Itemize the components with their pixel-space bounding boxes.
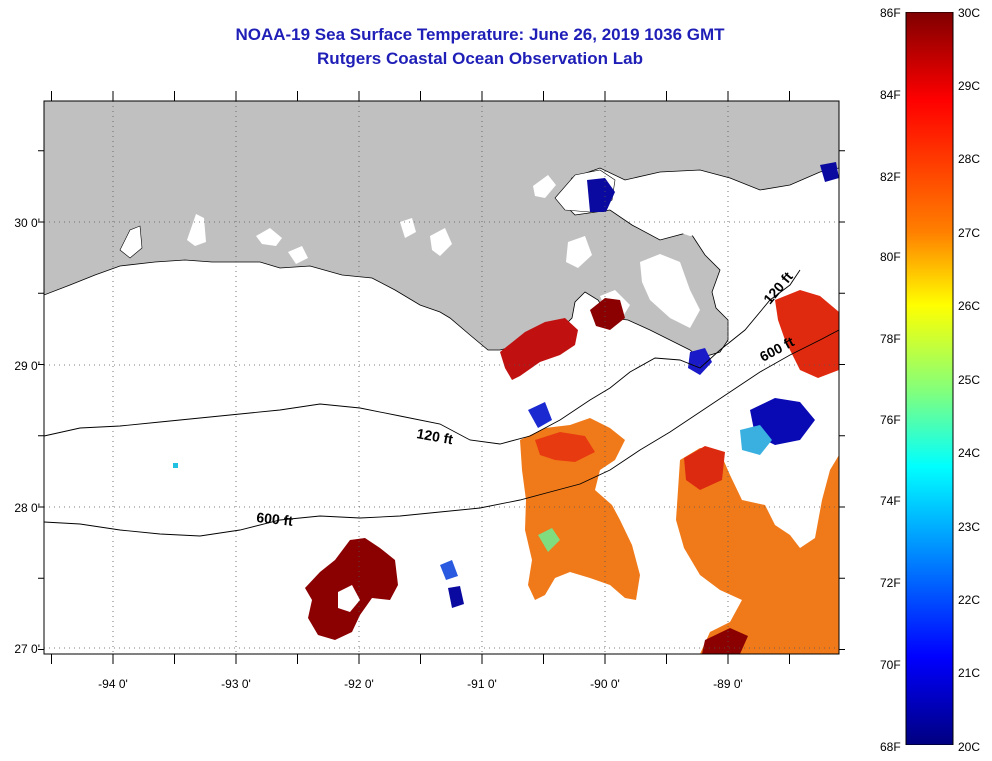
lon-tick-label: -94 0' [98, 677, 128, 691]
lake-white [400, 218, 416, 238]
contour-lines [43, 269, 840, 537]
sst-patch-cold [820, 162, 839, 182]
lat-tick-label: 29 0' [14, 359, 40, 373]
colorbar-c-label: 21C [958, 666, 981, 680]
colorbar-c-label: 22C [958, 593, 981, 607]
color-scale [905, 11, 955, 746]
lake-white [620, 176, 740, 236]
sst-patch-cold [448, 586, 464, 608]
colorbar-c-label: 27C [958, 226, 981, 240]
lake-white [533, 175, 556, 198]
sst-patch-hot [590, 298, 625, 330]
colorbar-f-label: 72F [880, 576, 901, 590]
axis-ticks [38, 91, 845, 664]
sst-patch-red [684, 446, 725, 490]
color-scale-bar [905, 11, 954, 746]
colorbar-c-label: 23C [958, 520, 981, 534]
lake-white [187, 214, 206, 246]
contour-600ft [43, 329, 840, 537]
sst-patch-red [535, 432, 595, 462]
sst-patch-cold [688, 348, 712, 375]
sst-patch-cold [440, 560, 458, 580]
lake-white [288, 246, 308, 264]
lat-tick-label: 28 0' [14, 501, 40, 515]
map-title: NOAA-19 Sea Surface Temperature: June 26… [235, 25, 725, 44]
colorbar-f-label: 84F [880, 88, 901, 102]
sst-patch-red [775, 290, 839, 378]
colorbar-c-label: 24C [958, 446, 981, 460]
colorbar-f-label: 78F [880, 332, 901, 346]
colorbar-c-label: 29C [958, 79, 981, 93]
sst-patch-cyan [538, 528, 560, 552]
colorbar-c-label: 25C [958, 373, 981, 387]
colorbar-f-label: 86F [880, 6, 901, 20]
sst-patch-cyan [740, 425, 772, 455]
contour-120ft [43, 269, 801, 445]
lat-tick-label: 27 0' [14, 642, 40, 656]
sst-patch-orange [520, 418, 640, 600]
sst-map: 120 ft 600 ft 120 ft 600 ft -94 0' -93 0… [14, 91, 845, 691]
sst-dot-cyan [173, 463, 178, 468]
lake-white [119, 225, 143, 259]
lon-tick-label: -90 0' [590, 677, 620, 691]
lake-white [256, 228, 282, 246]
sst-patch-hot [702, 628, 748, 654]
land-mass [44, 101, 839, 359]
contour-label-120ft: 120 ft [415, 425, 454, 447]
grid-lines [44, 101, 839, 654]
lon-tick-label: -92 0' [344, 677, 374, 691]
lat-tick-label: 30 0' [14, 216, 40, 230]
lake-white [725, 198, 839, 300]
latitude-axis: 30 0' 29 0' 28 0' 27 0' [14, 216, 40, 656]
lake-white [430, 228, 452, 256]
lake-white [566, 236, 592, 268]
colorbar-f-label: 68F [880, 740, 901, 754]
colorbar-c-label: 20C [958, 740, 981, 754]
sst-patch-orange [676, 448, 839, 654]
sst-patch-cold [528, 402, 552, 428]
colorbar-f-label: 74F [880, 494, 901, 508]
longitude-axis: -94 0' -93 0' -92 0' -91 0' -90 0' -89 0… [98, 677, 743, 691]
plot-frame [43, 100, 840, 655]
colorbar-c-label: 28C [958, 152, 981, 166]
sst-patch-white-hole [338, 585, 360, 612]
contour-label-600ft: 600 ft [256, 509, 294, 529]
colorbar-f-label: 70F [880, 658, 901, 672]
colorbar-f-label: 76F [880, 413, 901, 427]
colorbar-c-label: 30C [958, 6, 981, 20]
marsh-white [640, 254, 700, 328]
sst-patch-warm [500, 318, 578, 380]
lon-tick-label: -91 0' [467, 677, 497, 691]
colorbar-c-label: 26C [958, 299, 981, 313]
lon-tick-label: -93 0' [221, 677, 251, 691]
sst-patch-cold [587, 178, 615, 212]
colorbar-f-label: 82F [880, 170, 901, 184]
lon-tick-label: -89 0' [713, 677, 743, 691]
map-subtitle: Rutgers Coastal Ocean Observation Lab [317, 49, 643, 68]
colorbar-f-label: 80F [880, 250, 901, 264]
